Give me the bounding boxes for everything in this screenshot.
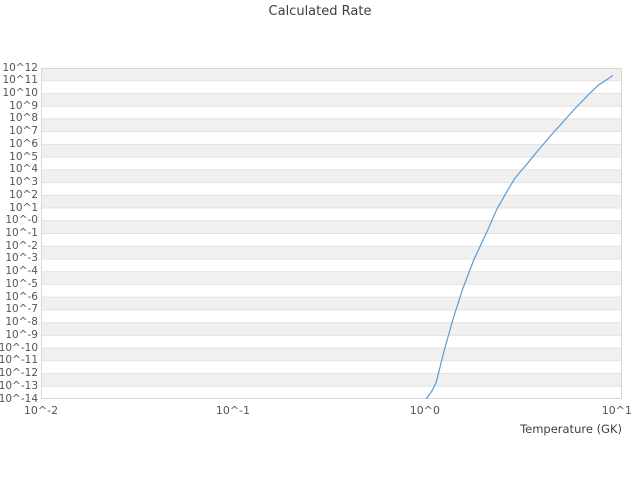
y-tick-label: 10^-0 [5, 214, 38, 227]
decade-band [41, 348, 622, 361]
decade-band [41, 271, 622, 285]
decade-band [41, 93, 622, 107]
y-tick-label: 10^-7 [5, 303, 38, 316]
y-tick-label: 10^-1 [5, 227, 38, 239]
decade-band [41, 68, 622, 81]
decade-band [41, 169, 622, 183]
y-tick-label: 10^10 [2, 86, 38, 99]
y-tick-label: 10^8 [9, 112, 38, 125]
y-tick-label: 10^-9 [5, 328, 38, 341]
x-tick-label: 10^1 [601, 404, 632, 417]
y-tick-label: 10^-10 [0, 341, 38, 354]
x-axis-label: Temperature (GK) [520, 422, 622, 436]
decade-band [41, 118, 622, 132]
decade-band [41, 284, 622, 298]
y-tick-label: 10^-8 [5, 316, 38, 329]
y-tick-label: 10^9 [9, 99, 38, 112]
y-tick-label: 10^7 [9, 125, 38, 138]
y-tick-label: 10^12 [2, 61, 38, 74]
y-tick-label: 10^-6 [5, 290, 38, 303]
y-tick-label: 10^-4 [5, 265, 38, 278]
decade-band [41, 373, 622, 387]
decade-band [41, 208, 622, 221]
decade-band [41, 246, 622, 259]
y-tick-label: 10^2 [9, 188, 38, 201]
decade-band [41, 131, 622, 145]
decade-band [41, 233, 622, 247]
decade-band [41, 80, 622, 94]
chart-title: Calculated Rate [268, 4, 372, 19]
plot-area [41, 68, 622, 399]
decade-band [41, 220, 622, 234]
y-tick-label: 10^-11 [0, 354, 38, 367]
y-tick-label: 10^-12 [0, 367, 38, 380]
decade-band [41, 106, 622, 119]
y-tick-label: 10^3 [9, 176, 38, 189]
x-tick-label: 10^-2 [23, 404, 59, 417]
y-tick-label: 10^5 [9, 150, 38, 163]
decade-band [41, 157, 622, 170]
decade-band [41, 297, 622, 310]
decade-band [41, 386, 622, 399]
y-tick-label: 10^-13 [0, 379, 38, 392]
rate-curve-plot [41, 68, 622, 399]
y-tick-label: 10^-2 [5, 239, 38, 252]
y-tick-label: 10^-14 [0, 392, 38, 405]
y-tick-label: 10^11 [2, 74, 38, 87]
decade-band [41, 360, 622, 374]
y-tick-label: 10^4 [9, 163, 38, 176]
y-tick-label: 10^1 [9, 201, 38, 214]
decade-band [41, 195, 622, 209]
rate-curve [425, 75, 614, 399]
decade-band [41, 144, 622, 158]
decade-band [41, 335, 622, 349]
decade-band [41, 182, 622, 196]
y-tick-label: 10^-3 [5, 252, 38, 265]
decade-band [41, 258, 622, 272]
decade-band [41, 322, 622, 336]
y-tick-label: 10^6 [9, 137, 38, 150]
x-tick-label: 10^-1 [215, 404, 251, 417]
decade-band [41, 309, 622, 323]
x-tick-label: 10^0 [409, 404, 440, 417]
y-tick-label: 10^-5 [5, 277, 38, 290]
plot-border [41, 68, 622, 399]
